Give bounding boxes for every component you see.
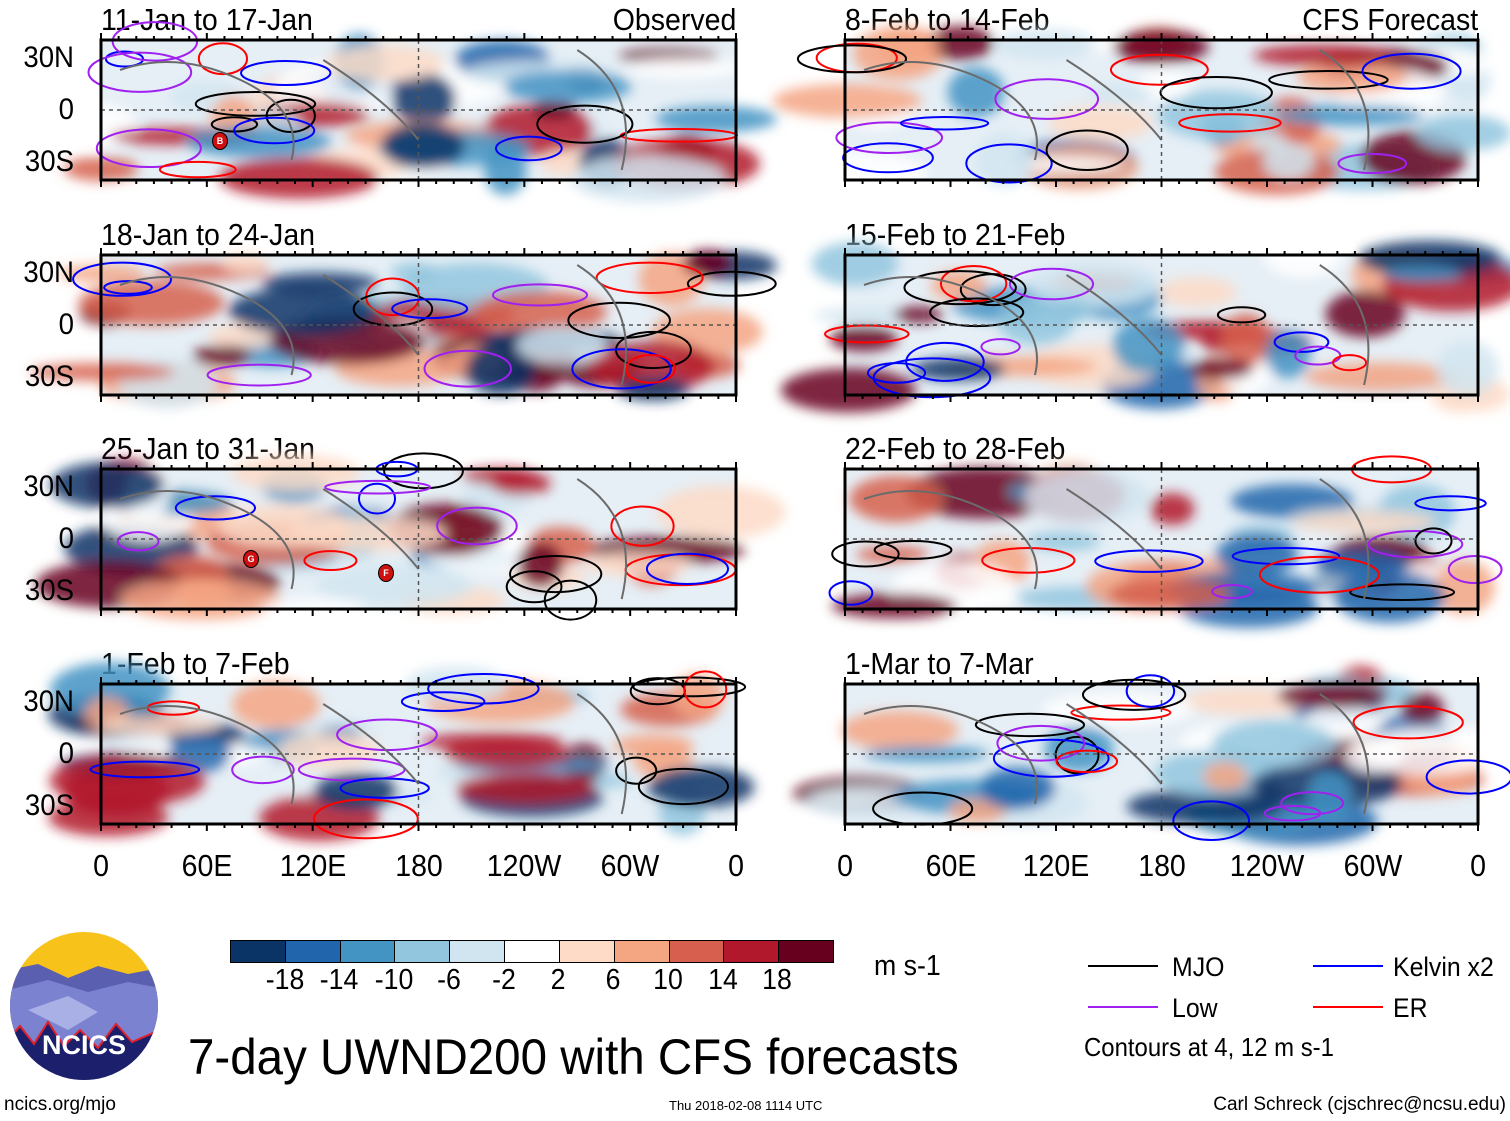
colorbar-units: m s-1	[874, 950, 941, 982]
panel-title: 1-Mar to 7-Mar	[845, 646, 1034, 681]
observed-label: Observed	[612, 2, 736, 37]
panel-title: 22-Feb to 28-Feb	[845, 431, 1066, 466]
colorbar-swatch	[340, 941, 396, 962]
colorbar-swatch	[505, 941, 560, 962]
figure-title: 7-day UWND200 with CFS forecasts	[188, 1029, 959, 1085]
colorbar-label: -2	[491, 964, 516, 996]
forecast-label: CFS Forecast	[1302, 2, 1478, 37]
colorbar-label: -14	[320, 964, 359, 996]
map-panel	[828, 455, 1503, 628]
lon-tick-label: 180	[1137, 848, 1186, 883]
colorbar-label: 18	[762, 964, 793, 996]
legend-er: ER	[1393, 993, 1428, 1023]
map-panel	[793, 666, 1510, 846]
legend-mjo: MJO	[1172, 952, 1225, 982]
lat-tick-label: 0	[58, 522, 74, 555]
colorbar-label: 2	[550, 964, 566, 996]
logo-text: NCICS	[42, 1030, 126, 1060]
colorbar-label: 14	[707, 964, 738, 996]
legend-kelvin: Kelvin x2	[1393, 952, 1494, 982]
lat-tick-label: 0	[58, 308, 74, 341]
colorbar-swatch	[724, 941, 780, 962]
lon-tick-label: 0	[1470, 848, 1486, 883]
lon-tick-label: 0	[93, 848, 109, 883]
colorbar-swatch	[559, 941, 615, 962]
map-panel	[63, 21, 777, 203]
website-link[interactable]: ncics.org/mjo	[4, 1094, 116, 1115]
colorbar-label: -18	[265, 964, 305, 996]
colorbar-swatch	[669, 941, 725, 962]
lon-tick-label: 60W	[600, 848, 660, 883]
colorbar-label: 10	[652, 964, 683, 996]
colorbar	[230, 940, 834, 963]
ncics-logo: NCICS	[10, 932, 158, 1080]
colorbar-swatch	[450, 941, 506, 962]
panel-title: 11-Jan to 17-Jan	[101, 2, 313, 37]
lon-tick-label: 60W	[1343, 848, 1402, 883]
colorbar-swatch	[285, 941, 341, 962]
lat-tick-label: 0	[58, 93, 74, 126]
colorbar-swatch	[779, 941, 833, 962]
lat-tick-label: 30N	[23, 256, 74, 289]
lat-tick-label: 30S	[24, 789, 74, 822]
storm-marker: F	[378, 564, 394, 582]
lon-tick-label: 0	[728, 848, 744, 883]
lat-tick-label: 30N	[23, 470, 74, 503]
lon-tick-label: 60E	[181, 848, 233, 883]
lat-tick-label: 30S	[24, 360, 74, 393]
lat-tick-label: 30S	[24, 574, 74, 607]
legend-line-low	[1088, 1006, 1158, 1008]
colorbar-swatch	[614, 941, 670, 962]
lon-tick-label: 120E	[1022, 848, 1090, 883]
map-panel	[772, 25, 1510, 198]
lon-tick-label: 120W	[487, 848, 562, 883]
panel-title: 15-Feb to 21-Feb	[845, 217, 1066, 252]
legend-line-kelvin	[1313, 965, 1383, 967]
contour-note: Contours at 4, 12 m s-1	[1084, 1032, 1334, 1062]
legend-low: Low	[1172, 993, 1218, 1023]
author: Carl Schreck (cjschrec@ncsu.edu)	[1213, 1094, 1506, 1115]
storm-marker: G	[243, 550, 259, 568]
colorbar-label: 6	[605, 964, 621, 996]
lon-tick-label: 120E	[279, 848, 346, 883]
legend-line-mjo	[1088, 965, 1158, 967]
lon-tick-label: 120W	[1229, 848, 1305, 883]
lat-tick-label: 30N	[23, 685, 74, 718]
legend-line-er	[1313, 1006, 1383, 1008]
colorbar-label: -6	[437, 964, 461, 996]
colorbar-label: -10	[374, 964, 414, 996]
lon-tick-label: 180	[394, 848, 443, 883]
lat-tick-label: 30S	[24, 145, 74, 178]
lat-tick-label: 30N	[23, 41, 74, 74]
map-panel	[48, 662, 755, 842]
map-panel	[35, 452, 786, 621]
timestamp: Thu 2018-02-08 1114 UTC	[669, 1098, 823, 1113]
colorbar-swatch	[231, 941, 286, 962]
lat-tick-label: 0	[58, 737, 74, 770]
colorbar-swatch	[395, 941, 451, 962]
map-panel	[780, 232, 1510, 413]
panel-title: 18-Jan to 24-Jan	[101, 217, 316, 252]
lon-tick-label: 60E	[925, 848, 976, 883]
storm-marker: B	[212, 132, 228, 150]
map-panel	[29, 248, 777, 409]
lon-tick-label: 0	[837, 848, 853, 883]
